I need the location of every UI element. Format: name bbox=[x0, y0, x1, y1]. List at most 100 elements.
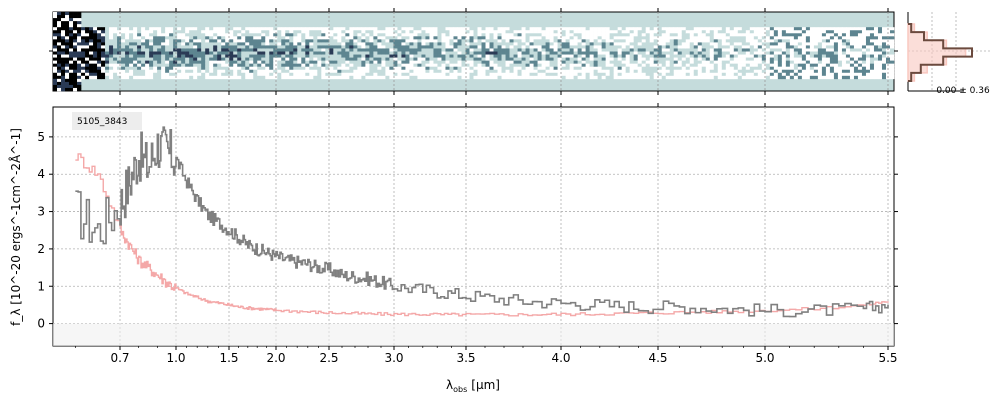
spectrum-2d-pixel bbox=[413, 69, 418, 74]
spectrum-2d-pixel bbox=[489, 45, 494, 49]
spectrum-2d-pixel bbox=[881, 27, 887, 31]
spectrum-2d-pixel bbox=[393, 45, 398, 49]
spectrum-2d-pixel bbox=[389, 42, 394, 46]
spectrum-2d-pixel bbox=[597, 60, 602, 64]
spectrum-2d-pixel bbox=[329, 63, 334, 67]
spectrum-2d-pixel bbox=[841, 48, 847, 52]
spectrum-2d-pixel bbox=[589, 42, 594, 46]
spectrum-2d-pixel bbox=[497, 66, 502, 71]
spectrum-2d-pixel bbox=[93, 57, 98, 61]
spectrum-2d-pixel bbox=[481, 39, 486, 43]
spectrum-2d-pixel bbox=[609, 63, 614, 67]
spectrum-2d-pixel bbox=[773, 69, 779, 74]
spectrum-2d-pixel bbox=[769, 39, 775, 43]
spectrum-2d-pixel bbox=[257, 72, 262, 77]
spectrum-2d-pixel bbox=[413, 54, 418, 58]
spectrum-2d-pixel bbox=[877, 66, 883, 71]
spectrum-2d-pixel bbox=[369, 39, 374, 43]
spectrum-2d-pixel bbox=[53, 18, 58, 22]
spectrum-2d-pixel bbox=[197, 33, 202, 37]
spectrum-2d-pixel bbox=[853, 51, 859, 55]
spectrum-2d-pixel bbox=[609, 45, 614, 49]
spectrum-2d-pixel bbox=[141, 42, 146, 46]
spectrum-2d-pixel bbox=[405, 57, 410, 61]
spectrum-2d-pixel bbox=[113, 54, 118, 58]
spectrum-2d-pixel bbox=[489, 42, 494, 46]
spectrum-2d-pixel bbox=[569, 60, 574, 64]
spectrum-2d-pixel bbox=[105, 48, 110, 52]
spectrum-2d-pixel bbox=[97, 75, 102, 80]
spectrum-2d-pixel bbox=[813, 60, 819, 64]
spectrum-2d-pixel bbox=[169, 57, 174, 61]
spectrum-2d-pixel bbox=[377, 54, 382, 58]
spectrum-2d-pixel bbox=[305, 66, 310, 71]
spectrum-2d-pixel bbox=[149, 30, 154, 34]
spectrum-2d-pixel bbox=[641, 66, 647, 71]
spectrum-2d-pixel bbox=[401, 27, 406, 31]
spectrum-2d-pixel bbox=[517, 72, 522, 77]
spectrum-2d-pixel bbox=[89, 54, 94, 58]
spectrum-2d-pixel bbox=[757, 30, 763, 34]
spectrum-2d-pixel bbox=[181, 63, 186, 67]
spectrum-2d-pixel bbox=[509, 75, 514, 80]
spectrum-2d-pixel bbox=[533, 63, 538, 67]
spectrum-2d-pixel bbox=[173, 72, 178, 77]
spectrum-2d-pixel bbox=[185, 51, 190, 55]
spectrum-2d-pixel bbox=[85, 72, 90, 77]
spectrum-2d-pixel bbox=[341, 45, 346, 49]
spectrum-2d-pixel bbox=[533, 54, 538, 58]
spectrum-2d-pixel bbox=[357, 57, 362, 61]
spectrum-2d-pixel bbox=[449, 54, 454, 58]
spectrum-2d-pixel bbox=[105, 75, 110, 80]
spectrum-2d-pixel bbox=[377, 36, 382, 40]
spectrum-2d-pixel bbox=[873, 69, 879, 74]
spectrum-2d-pixel bbox=[461, 36, 466, 40]
spectrum-2d-pixel bbox=[337, 51, 342, 55]
spectrum-2d-pixel bbox=[537, 60, 542, 64]
spectrum-2d-pixel bbox=[569, 27, 574, 31]
spectrum-2d-pixel bbox=[837, 51, 843, 55]
spectrum-2d-pixel bbox=[149, 42, 154, 46]
spectrum-2d-pixel bbox=[73, 30, 78, 34]
spectrum-2d-pixel bbox=[777, 33, 783, 37]
spectrum-2d-pixel bbox=[377, 63, 382, 67]
spectrum-2d-pixel bbox=[117, 54, 122, 58]
spectrum-2d-pixel bbox=[545, 66, 550, 71]
y-tick-label: 3 bbox=[37, 205, 45, 219]
spectrum-2d-pixel bbox=[309, 63, 314, 67]
spectrum-2d-pixel bbox=[209, 51, 214, 55]
spectrum-2d-pixel bbox=[849, 75, 855, 80]
spectrum-2d-pixel bbox=[553, 48, 558, 52]
spectrum-2d-pixel bbox=[201, 66, 206, 71]
spectrum-2d-pixel bbox=[705, 60, 711, 64]
spectrum-2d-pixel bbox=[393, 72, 398, 77]
spectrum-2d-pixel bbox=[829, 36, 835, 40]
spectrum-2d-pixel bbox=[421, 27, 426, 31]
spectrum-2d-pixel bbox=[365, 60, 370, 64]
spectrum-2d-pixel bbox=[649, 39, 655, 43]
spectrum-2d-pixel bbox=[857, 54, 863, 58]
spectrum-2d-pixel bbox=[269, 51, 274, 55]
spectrum-2d-pixel bbox=[577, 48, 582, 52]
spectrum-2d-pixel bbox=[421, 45, 426, 49]
spectrum-2d-pixel bbox=[713, 45, 719, 49]
spectrum-2d-pixel bbox=[581, 30, 586, 34]
spectrum-2d-pixel bbox=[281, 42, 286, 46]
spectrum-2d-pixel bbox=[589, 30, 594, 34]
spectrum-2d-pixel bbox=[693, 75, 699, 80]
spectrum-2d-pixel bbox=[781, 39, 787, 43]
spectrum-2d-pixel bbox=[749, 48, 755, 52]
spectrum-2d-pixel bbox=[453, 69, 458, 74]
spectrum-2d-pixel bbox=[457, 33, 462, 37]
spectrum-2d-pixel bbox=[785, 48, 791, 52]
spectrum-2d-pixel bbox=[317, 36, 322, 40]
spectrum-2d-pixel bbox=[501, 69, 506, 74]
spectrum-2d-pixel bbox=[521, 63, 526, 67]
spectrum-2d-pixel bbox=[197, 27, 202, 31]
spectrum-2d-pixel bbox=[697, 57, 703, 61]
spectrum-2d-pixel bbox=[97, 51, 102, 55]
spectrum-2d-pixel bbox=[381, 54, 386, 58]
spectrum-2d-pixel bbox=[565, 57, 570, 61]
spectrum-2d-pixel bbox=[717, 30, 723, 34]
spectrum-2d-pixel bbox=[437, 69, 442, 74]
